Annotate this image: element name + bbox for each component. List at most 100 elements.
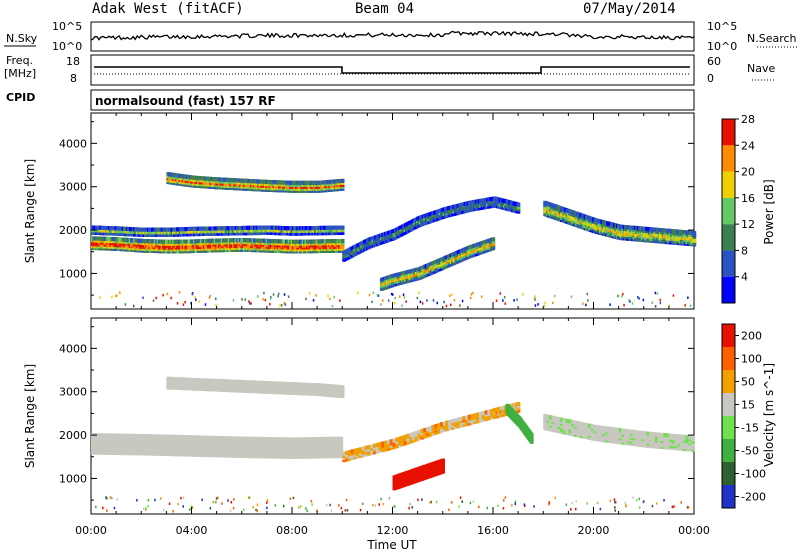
scatter-point — [208, 296, 211, 299]
scatter-point — [204, 303, 207, 306]
scatter-point — [195, 298, 197, 301]
echo-cell — [160, 434, 165, 439]
scatter-point — [215, 297, 217, 301]
echo-cell — [491, 245, 496, 251]
nsearch-tick-high: 10^5 — [707, 20, 737, 33]
scatter-point — [264, 298, 267, 302]
scatter-point — [394, 296, 396, 300]
echo-cell — [516, 207, 521, 212]
scatter-point — [445, 304, 448, 308]
cpid-text: normalsound (fast) 157 RF — [95, 94, 276, 108]
scatter-point — [472, 291, 474, 295]
scatter-point — [269, 297, 272, 300]
echo-cell — [252, 436, 257, 441]
colorbar-tick-label: 12 — [741, 218, 755, 231]
echo-cell — [135, 433, 140, 439]
scatter-point — [403, 296, 406, 299]
beam-title: Beam 04 — [355, 1, 414, 17]
echo-cell — [188, 435, 193, 440]
echo-cell — [247, 436, 251, 441]
scatter-point — [184, 300, 186, 304]
scatter-point — [623, 303, 625, 307]
echo-cell — [491, 241, 496, 246]
echo-cell — [244, 436, 249, 441]
scatter-point — [257, 295, 259, 298]
scatter-point — [277, 294, 279, 298]
echo-cell — [99, 433, 103, 438]
scatter-point — [544, 301, 547, 305]
scatter-point — [586, 292, 589, 296]
scatter-point — [450, 303, 452, 307]
scatter-point — [279, 304, 281, 307]
scatter-point — [638, 297, 640, 300]
colorbar-frame — [721, 118, 736, 304]
scatter-point — [443, 300, 445, 304]
echo-cell — [113, 433, 117, 438]
echo-cell — [216, 435, 221, 441]
scatter-point — [684, 304, 686, 307]
echo-cell — [166, 434, 170, 439]
echo-cell — [213, 435, 218, 440]
scatter-point — [387, 299, 390, 302]
scatter-point — [272, 293, 275, 296]
scatter-point — [418, 291, 420, 294]
scatter-point — [312, 299, 315, 302]
echo-cell — [297, 437, 302, 442]
echo-cell — [258, 436, 263, 441]
echo-cell — [266, 437, 271, 442]
echo-cell — [225, 436, 229, 441]
scatter-point — [178, 291, 181, 294]
scatter-point — [499, 292, 501, 295]
scatter-point — [339, 299, 341, 302]
scatter-point — [668, 304, 670, 307]
scatter-point — [534, 304, 537, 307]
scatter-point — [281, 304, 283, 307]
scatter-point — [533, 297, 536, 300]
echo-cell — [205, 435, 210, 440]
power-echo-band — [379, 237, 496, 291]
echo-cell — [219, 436, 223, 441]
y-tick-label: 3000 — [59, 181, 87, 194]
scatter-point — [394, 301, 396, 305]
nsky-panel — [90, 21, 695, 52]
colorbar-segment — [722, 171, 735, 198]
scatter-point — [166, 292, 169, 296]
scatter-point — [622, 292, 624, 296]
echo-cell — [197, 435, 201, 440]
colorbar-tick-label: 4 — [741, 271, 748, 284]
freq-tick-high: 18 — [66, 55, 80, 68]
colorbar-tick-label: 20 — [741, 166, 755, 179]
scatter-point — [248, 300, 250, 303]
scatter-point — [399, 295, 401, 298]
echo-cell — [124, 433, 129, 438]
scatter-point — [390, 292, 393, 296]
nave-tick-low: 0 — [707, 72, 714, 85]
echo-cell — [340, 225, 345, 230]
echo-cell — [118, 433, 123, 438]
echo-cell — [516, 209, 521, 214]
scatter-point — [513, 299, 515, 302]
nsky-tick-high: 10^5 — [52, 20, 82, 33]
scatter-point — [331, 304, 334, 308]
scatter-point — [401, 304, 403, 307]
echo-cell — [96, 433, 101, 438]
scatter-point — [133, 304, 135, 308]
scatter-point — [152, 299, 155, 302]
scatter-point — [329, 297, 331, 301]
scatter-point — [672, 294, 675, 297]
echo-cell — [292, 437, 296, 442]
nave-label: Nave — [747, 62, 775, 75]
power-echo-band — [166, 172, 345, 193]
echo-cell — [116, 433, 120, 438]
echo-cell — [194, 435, 198, 440]
power-echo-band — [91, 225, 345, 237]
echo-cell — [132, 433, 137, 438]
nsearch-label: N.Search — [747, 32, 797, 45]
echo-cell — [141, 433, 145, 439]
echo-cell — [340, 238, 345, 244]
scatter-point — [327, 294, 329, 298]
echo-cell — [172, 434, 176, 439]
